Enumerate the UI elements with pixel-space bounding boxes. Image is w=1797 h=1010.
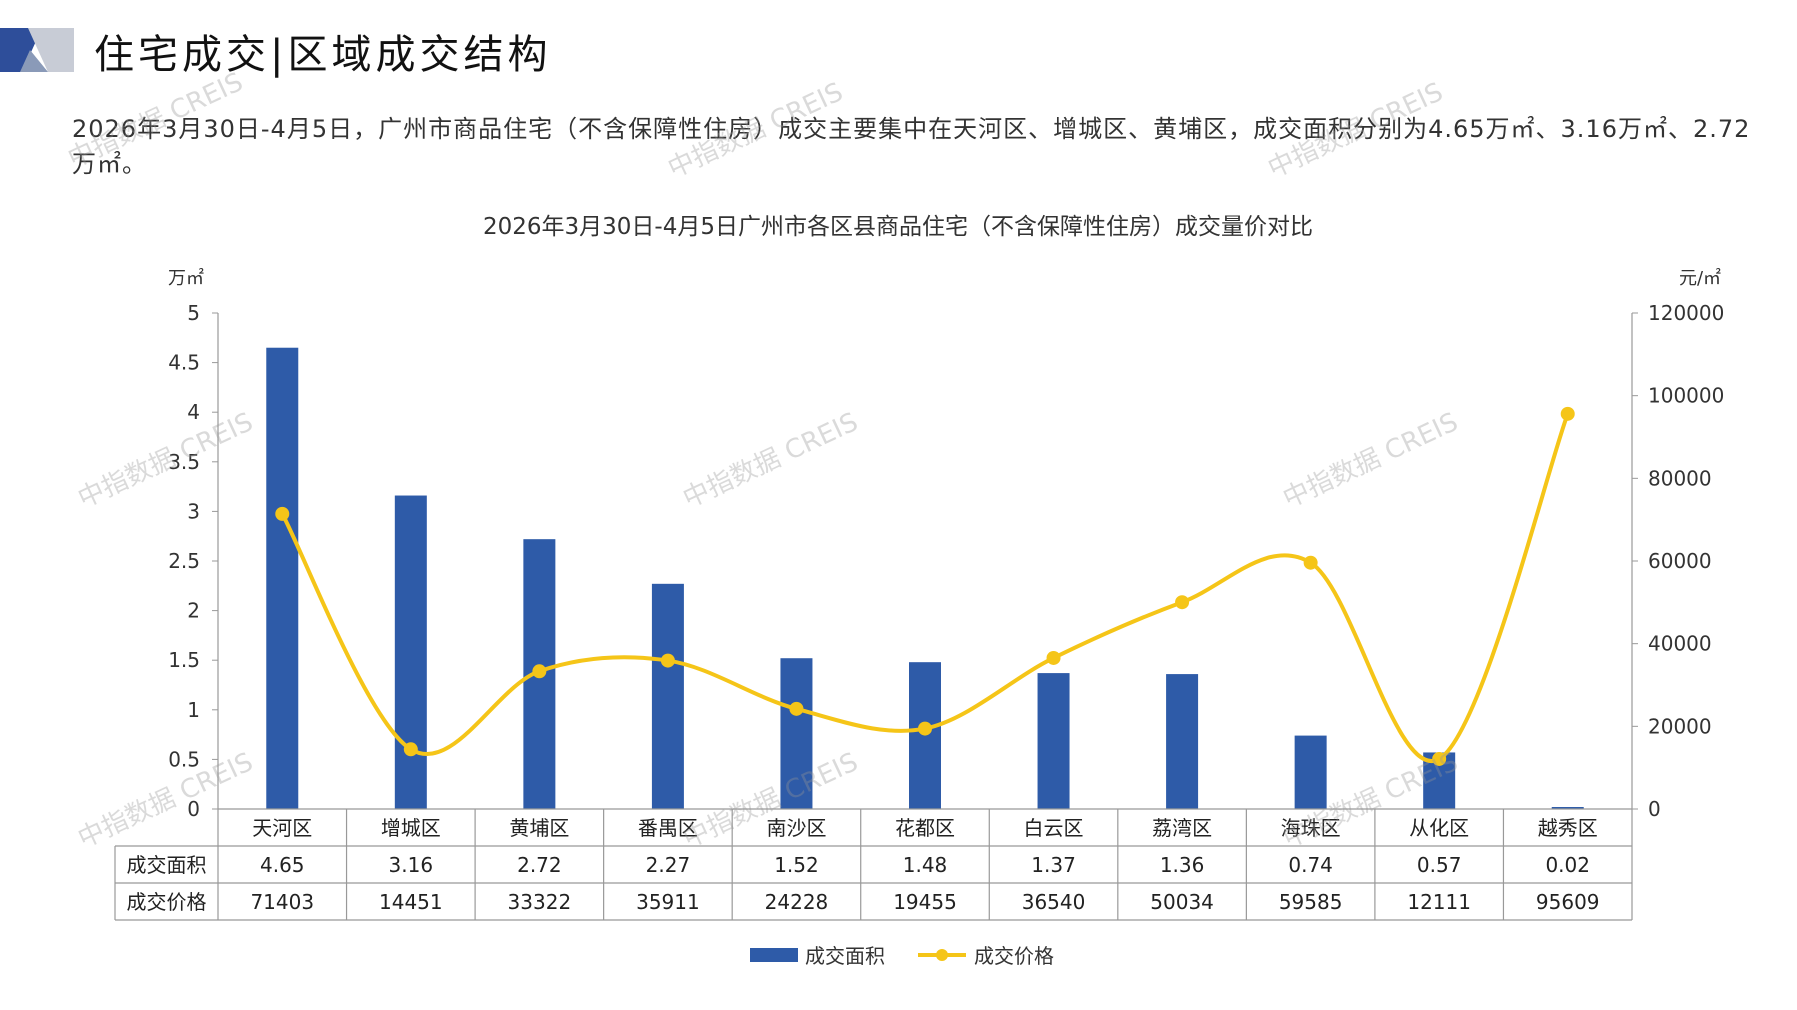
data-label-成交价格: 19455 bbox=[893, 890, 957, 914]
point-成交价格-海珠区 bbox=[1303, 555, 1318, 570]
legend-marker-成交价格 bbox=[936, 949, 948, 961]
y-left-tick-label: 4 bbox=[187, 400, 200, 424]
logo-mark bbox=[0, 28, 74, 72]
legend-swatch-成交面积 bbox=[750, 948, 798, 962]
y-left-tick-label: 5 bbox=[187, 301, 200, 325]
y-right-tick-label: 60000 bbox=[1648, 549, 1712, 573]
y-left-tick-label: 3.5 bbox=[168, 450, 200, 474]
point-成交价格-增城区 bbox=[403, 742, 418, 757]
table-row-header: 成交价格 bbox=[127, 890, 207, 914]
point-成交价格-花都区 bbox=[918, 721, 932, 736]
y-left-tick-label: 1.5 bbox=[168, 648, 200, 672]
line-成交价格 bbox=[280, 413, 1570, 764]
data-label-成交价格: 50034 bbox=[1150, 890, 1214, 914]
y-right-tick-label: 120000 bbox=[1648, 301, 1724, 325]
data-label-成交价格: 14451 bbox=[379, 890, 443, 914]
x-tick-label: 荔湾区 bbox=[1152, 816, 1212, 840]
data-label-成交价格: 24228 bbox=[765, 890, 829, 914]
y-left-tick-label: 2 bbox=[187, 599, 200, 623]
point-成交价格-越秀区 bbox=[1560, 406, 1575, 421]
bar-成交面积-增城区 bbox=[394, 495, 427, 809]
y-left-tick-label: 1 bbox=[187, 698, 200, 722]
bar-成交面积-白云区 bbox=[1037, 673, 1070, 809]
data-label-成交面积: 0.74 bbox=[1288, 853, 1333, 877]
y-right-tick-label: 20000 bbox=[1648, 714, 1712, 738]
data-label-成交面积: 3.16 bbox=[389, 853, 434, 877]
x-tick-label: 白云区 bbox=[1024, 816, 1084, 840]
x-tick-label: 南沙区 bbox=[766, 816, 826, 840]
data-label-成交面积: 2.72 bbox=[517, 853, 562, 877]
data-label-成交价格: 12111 bbox=[1407, 890, 1471, 914]
data-label-成交价格: 71403 bbox=[250, 890, 314, 914]
x-tick-label: 越秀区 bbox=[1538, 816, 1598, 840]
x-tick-label: 番禺区 bbox=[638, 816, 698, 840]
y-left-tick-label: 0 bbox=[187, 797, 200, 821]
data-label-成交面积: 2.27 bbox=[646, 853, 691, 877]
y-left-tick-label: 3 bbox=[187, 499, 200, 523]
point-成交价格-南沙区 bbox=[789, 701, 804, 716]
x-tick-label: 黄埔区 bbox=[509, 816, 569, 840]
y-left-tick-label: 4.5 bbox=[168, 351, 200, 375]
point-成交价格-天河区 bbox=[275, 506, 290, 521]
y-right-tick-label: 40000 bbox=[1648, 632, 1712, 656]
point-成交价格-从化区 bbox=[1432, 751, 1447, 766]
data-label-成交价格: 95609 bbox=[1536, 890, 1600, 914]
x-tick-label: 增城区 bbox=[381, 816, 441, 840]
data-label-成交面积: 1.48 bbox=[903, 853, 948, 877]
y-left-tick-label: 2.5 bbox=[168, 549, 200, 573]
chart-title: 2026年3月30日-4月5日广州市各区县商品住宅（不含保障性住房）成交量价对比 bbox=[483, 214, 1313, 240]
data-label-成交面积: 0.02 bbox=[1545, 853, 1590, 877]
data-label-成交价格: 35911 bbox=[636, 890, 700, 914]
y-left-unit: 万㎡ bbox=[168, 267, 204, 289]
y-right-tick-label: 80000 bbox=[1648, 466, 1712, 490]
summary-text: 2026年3月30日-4月5日，广州市商品住宅（不含保障性住房）成交主要集中在天… bbox=[72, 115, 1751, 178]
data-label-成交价格: 33322 bbox=[508, 890, 572, 914]
bar-成交面积-海珠区 bbox=[1294, 735, 1327, 809]
bar-成交面积-南沙区 bbox=[780, 658, 813, 809]
data-label-成交面积: 0.57 bbox=[1417, 853, 1462, 877]
y-right-tick-label: 100000 bbox=[1648, 384, 1724, 408]
bar-成交面积-越秀区 bbox=[1551, 807, 1584, 809]
data-label-成交面积: 4.65 bbox=[260, 853, 305, 877]
data-label-成交价格: 59585 bbox=[1279, 890, 1343, 914]
table-row-header: 成交面积 bbox=[127, 853, 207, 877]
bar-成交面积-荔湾区 bbox=[1166, 674, 1199, 809]
legend-label-成交面积: 成交面积 bbox=[805, 944, 885, 968]
page-title: 住宅成交|区域成交结构 bbox=[94, 32, 552, 78]
bar-成交面积-花都区 bbox=[909, 662, 941, 809]
bar-成交面积-番禺区 bbox=[651, 583, 684, 809]
data-label-成交价格: 36540 bbox=[1022, 890, 1086, 914]
data-label-成交面积: 1.36 bbox=[1160, 853, 1205, 877]
x-tick-label: 天河区 bbox=[252, 816, 312, 840]
x-tick-label: 海珠区 bbox=[1281, 816, 1341, 840]
x-tick-label: 从化区 bbox=[1409, 816, 1469, 840]
point-成交价格-白云区 bbox=[1046, 650, 1061, 665]
data-label-成交面积: 1.52 bbox=[774, 853, 819, 877]
point-成交价格-黄埔区 bbox=[532, 664, 547, 679]
x-tick-label: 花都区 bbox=[895, 816, 955, 840]
bar-成交面积-天河区 bbox=[266, 347, 299, 809]
data-label-成交面积: 1.37 bbox=[1031, 853, 1076, 877]
point-成交价格-番禺区 bbox=[660, 653, 675, 668]
legend-label-成交价格: 成交价格 bbox=[974, 944, 1054, 968]
point-成交价格-荔湾区 bbox=[1175, 595, 1190, 610]
y-right-unit: 元/㎡ bbox=[1679, 267, 1721, 289]
y-right-tick-label: 0 bbox=[1648, 797, 1661, 821]
y-left-tick-label: 0.5 bbox=[168, 747, 200, 771]
